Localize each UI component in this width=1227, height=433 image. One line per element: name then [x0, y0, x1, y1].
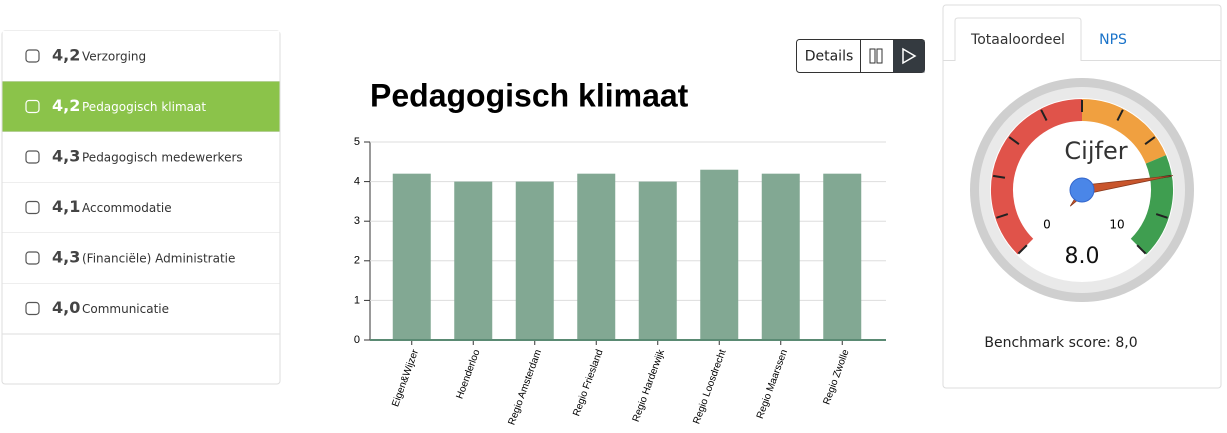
gauge-tick: [996, 213, 1009, 219]
tab-label[interactable]: NPS: [1099, 32, 1127, 48]
gauge-band: [1081, 99, 1167, 164]
menu-score: 4,3: [52, 147, 80, 166]
bar: [392, 173, 431, 340]
menu-label: Verzorging: [82, 50, 146, 64]
menu-item[interactable]: [2, 182, 280, 234]
gauge-band: [1130, 155, 1173, 255]
gauge-tick: [1040, 109, 1048, 121]
y-tick-label: 2: [354, 255, 360, 267]
menu-icon: [25, 301, 40, 316]
play-button[interactable]: [893, 40, 925, 73]
gauge-max: 10: [1109, 218, 1124, 232]
bar: [761, 173, 800, 340]
menu-label: Accommodatie: [82, 201, 172, 215]
x-tick-label: Regio Zwolle: [821, 348, 851, 406]
pause-icon[interactable]: [869, 48, 876, 64]
menu-score: 4,2: [52, 46, 80, 65]
bar: [638, 181, 677, 340]
menu-icon: [25, 99, 40, 114]
menu-item[interactable]: [2, 81, 280, 133]
x-tick-label: Regio Loosdrecht: [691, 348, 728, 426]
bar: [515, 181, 554, 340]
gauge-title: Cijfer: [1064, 137, 1127, 165]
bar: [454, 181, 493, 340]
gauge-tick: [1017, 244, 1028, 255]
menu-item[interactable]: [2, 132, 280, 183]
menu-score: 4,1: [52, 197, 80, 216]
gauge-tick: [1008, 136, 1020, 145]
play-icon: [902, 47, 917, 65]
menu-score: 4,0: [52, 298, 80, 317]
gauge-tick: [992, 174, 1006, 179]
x-tick-label: Regio Harderwijk: [631, 347, 668, 423]
chart-title: Pedagogisch klimaat: [370, 77, 689, 113]
menu-item[interactable]: [2, 283, 280, 335]
menu-item[interactable]: [2, 31, 280, 82]
x-tick-label: Regio Maarssen: [755, 348, 790, 420]
benchmark: Benchmark score: 8,0: [984, 335, 1137, 351]
x-tick-label: Regio Friesland: [571, 348, 605, 418]
gauge-tick: [1155, 213, 1168, 219]
gauge-value: 8.0: [1065, 244, 1100, 269]
gauge-hub: [1069, 177, 1095, 203]
x-tick-label: Eigen&Wijzer: [390, 348, 421, 409]
gauge-min: 0: [1043, 218, 1051, 232]
menu-score: 4,2: [52, 96, 80, 115]
y-tick-label: 5: [354, 136, 360, 148]
tab-label[interactable]: Totaaloordeel: [970, 32, 1065, 48]
x-tick-label: Hoenderloo: [455, 348, 483, 401]
menu-icon: [25, 200, 40, 215]
y-tick-label: 0: [354, 334, 360, 346]
menu-label: Communicatie: [82, 302, 169, 316]
menu-icon: [25, 251, 40, 265]
menu-label: Pedagogisch medewerkers: [82, 151, 243, 165]
bar: [700, 169, 739, 340]
y-tick-label: 1: [354, 294, 360, 306]
bar: [577, 173, 616, 340]
gauge-band: [991, 99, 1083, 255]
menu-icon: [25, 49, 40, 63]
gauge-tick: [1136, 244, 1147, 255]
gauge-tick: [1144, 136, 1156, 145]
tab[interactable]: [954, 17, 1082, 61]
pause-icon: [876, 48, 883, 64]
details-button[interactable]: Details: [805, 49, 854, 65]
y-tick-label: 4: [354, 176, 360, 188]
menu-icon: [25, 150, 40, 164]
menu-label: Pedagogisch klimaat: [82, 100, 206, 114]
gauge-tick: [1116, 109, 1124, 121]
gauge: 0 10 Cijfer 8.0: [970, 78, 1194, 302]
menu-score: 4,3: [52, 248, 80, 267]
y-tick-label: 3: [354, 215, 360, 227]
menu-item[interactable]: [2, 233, 280, 284]
bar: [823, 173, 862, 340]
menu-label: (Financiële) Administratie: [82, 252, 235, 266]
x-tick-label: Regio Amsterdam: [507, 348, 545, 426]
